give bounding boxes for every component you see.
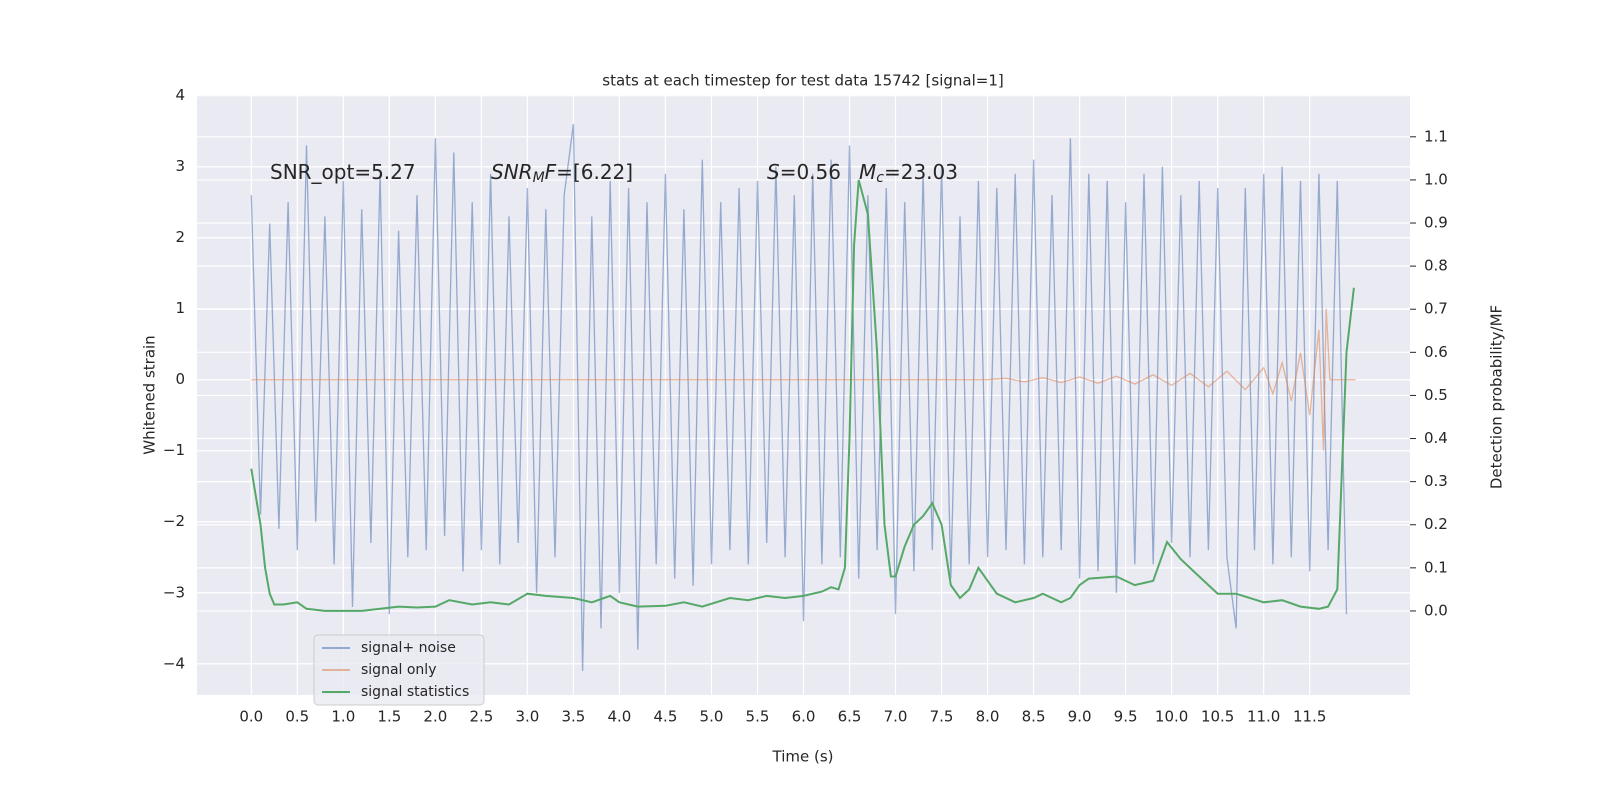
y-tick-label: 4 — [175, 86, 185, 104]
annotation-part: c — [876, 170, 884, 186]
x-tick-label: 8.5 — [1022, 708, 1046, 726]
y2-tick-label: 0.0 — [1424, 601, 1448, 619]
series-line — [250, 124, 1348, 671]
y2-tick-label: 0.5 — [1424, 386, 1448, 404]
x-axis-label: Time (s) — [772, 748, 834, 766]
y-tick-label: 3 — [175, 157, 185, 175]
x-tick-label: 11.0 — [1247, 708, 1280, 726]
y-tick-label: 0 — [175, 370, 185, 388]
y2-tick-label: 0.6 — [1424, 343, 1448, 361]
y2-tick-label: 0.7 — [1424, 300, 1448, 318]
y2-tick-label: 0.2 — [1424, 515, 1448, 533]
x-tick-label: 1.5 — [377, 708, 401, 726]
chart-title: stats at each timestep for test data 157… — [602, 72, 1003, 90]
x-tick-label: 5.5 — [746, 708, 770, 726]
annotation-part: SNR_opt=5.27 — [270, 160, 416, 184]
y-tick-label: −3 — [163, 583, 185, 601]
annotation-part: S — [767, 160, 780, 184]
y-tick-label: −1 — [163, 441, 185, 459]
x-tick-label: 3.5 — [561, 708, 585, 726]
annotation-part: F — [545, 160, 557, 184]
x-tick-label: 0.0 — [239, 708, 263, 726]
x-tick-label: 5.0 — [700, 708, 724, 726]
y2-tick-label: 0.9 — [1424, 214, 1448, 232]
legend-box — [313, 634, 485, 706]
x-tick-label: 6.5 — [838, 708, 862, 726]
x-tick-label: 9.0 — [1068, 708, 1092, 726]
x-tick-label: 4.0 — [608, 708, 632, 726]
x-tick-label: 2.5 — [469, 708, 493, 726]
y2-tick-label: 0.1 — [1424, 558, 1448, 576]
y-tick-label: −4 — [163, 654, 185, 672]
x-tick-label: 9.5 — [1114, 708, 1138, 726]
annotation-part: M — [859, 160, 876, 184]
annotation-part: SNR — [491, 160, 533, 184]
annotation: Mc=23.03 — [859, 160, 958, 187]
x-tick-label: 7.5 — [930, 708, 954, 726]
x-tick-label: 10.0 — [1155, 708, 1188, 726]
annotation-part: M — [533, 170, 545, 186]
y-tick-label: −2 — [163, 512, 185, 530]
annotation-part: =0.56 — [780, 160, 841, 184]
annotation-part: =23.03 — [884, 160, 958, 184]
x-tick-label: 1.0 — [331, 708, 355, 726]
y-axis-label: Whitened strain — [141, 335, 159, 454]
legend-label: signal+ noise — [361, 640, 456, 656]
y-tick-label: 1 — [175, 299, 185, 317]
x-tick-label: 8.0 — [976, 708, 1000, 726]
x-tick-label: 11.5 — [1293, 708, 1326, 726]
x-tick-label: 4.5 — [654, 708, 678, 726]
y2-tick-label: 1.0 — [1424, 170, 1448, 188]
annotation: S=0.56 — [767, 160, 841, 184]
legend-label: signal statistics — [361, 684, 469, 700]
annotation: SNRMF=[6.22] — [491, 160, 633, 187]
x-tick-label: 10.5 — [1201, 708, 1234, 726]
y2-axis-label: Detection probability/MF — [1488, 305, 1506, 489]
y2-tick-label: 0.4 — [1424, 429, 1448, 447]
annotation-part: =[6.22] — [556, 160, 633, 184]
legend-label: signal only — [361, 662, 436, 678]
x-tick-label: 6.0 — [792, 708, 816, 726]
x-tick-label: 0.5 — [285, 708, 309, 726]
y2-tick-label: 1.1 — [1424, 127, 1448, 145]
x-tick-label: 2.0 — [423, 708, 447, 726]
y2-tick-label: 0.3 — [1424, 472, 1448, 490]
annotation: SNR_opt=5.27 — [270, 160, 416, 184]
y2-tick-label: 0.8 — [1424, 257, 1448, 275]
series-line — [251, 308, 1356, 451]
x-tick-label: 3.0 — [515, 708, 539, 726]
y-tick-label: 2 — [175, 228, 185, 246]
x-tick-label: 7.0 — [884, 708, 908, 726]
series-line — [250, 179, 1355, 612]
